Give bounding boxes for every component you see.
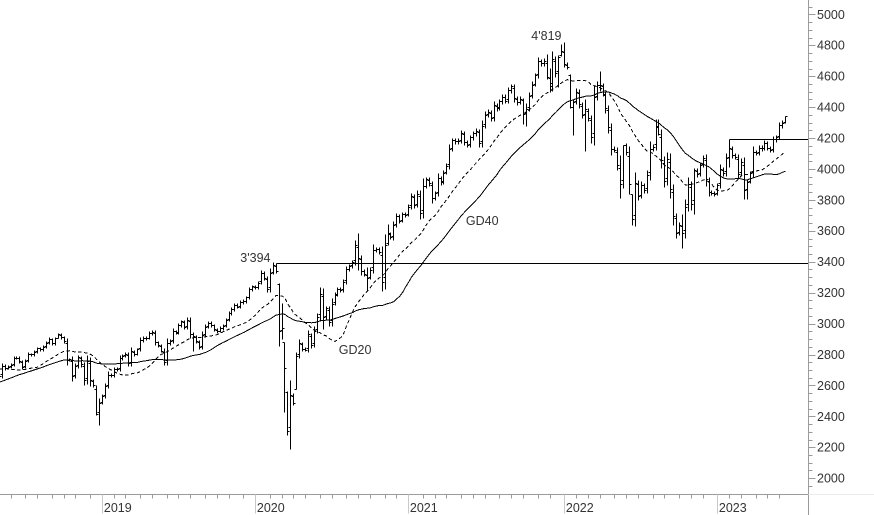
svg-text:3600: 3600 (817, 224, 845, 238)
svg-text:2000: 2000 (817, 472, 845, 486)
svg-text:3400: 3400 (817, 255, 845, 269)
svg-text:2200: 2200 (817, 441, 845, 455)
svg-text:2021: 2021 (410, 501, 438, 515)
svg-text:2022: 2022 (566, 501, 594, 515)
svg-text:2023: 2023 (719, 501, 747, 515)
svg-text:GD20: GD20 (339, 343, 372, 357)
svg-text:3800: 3800 (817, 193, 845, 207)
svg-text:2600: 2600 (817, 379, 845, 393)
svg-text:4200: 4200 (817, 132, 845, 146)
svg-text:3'394: 3'394 (240, 251, 270, 265)
svg-text:2400: 2400 (817, 410, 845, 424)
svg-text:4800: 4800 (817, 39, 845, 53)
svg-text:2800: 2800 (817, 348, 845, 362)
svg-text:4000: 4000 (817, 162, 845, 176)
svg-text:4400: 4400 (817, 101, 845, 115)
svg-text:2020: 2020 (257, 501, 285, 515)
svg-text:4600: 4600 (817, 70, 845, 84)
svg-text:GD40: GD40 (466, 214, 499, 228)
svg-text:3000: 3000 (817, 317, 845, 331)
svg-text:2019: 2019 (104, 501, 132, 515)
svg-text:3200: 3200 (817, 286, 845, 300)
svg-text:4'819: 4'819 (531, 29, 561, 43)
svg-text:5000: 5000 (817, 8, 845, 22)
